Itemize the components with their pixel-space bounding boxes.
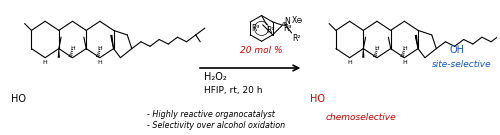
Text: - Selectivity over alcohol oxidation: - Selectivity over alcohol oxidation [148,122,286,130]
Text: 20 mol %: 20 mol % [240,46,283,55]
Text: chemoselective: chemoselective [326,113,396,122]
Text: R³: R³ [284,24,292,33]
Text: H: H [98,46,102,51]
Polygon shape [58,49,60,58]
Text: H: H [98,60,102,65]
Polygon shape [362,49,364,58]
Text: HO: HO [310,94,325,104]
Text: X⊖: X⊖ [292,16,303,26]
Text: H: H [70,46,75,51]
Text: H: H [43,60,48,65]
Text: OH: OH [449,45,464,55]
Text: HFIP, rt, 20 h: HFIP, rt, 20 h [204,86,262,95]
Text: H: H [402,60,407,65]
Text: HO: HO [10,94,26,104]
Text: H: H [348,60,352,65]
Text: ⊕: ⊕ [281,22,286,27]
Polygon shape [414,35,418,49]
Text: R²: R² [292,34,301,43]
Text: N: N [284,17,290,26]
Text: - Highly reactive organocatalyst: - Highly reactive organocatalyst [148,110,276,119]
Text: H: H [374,46,380,51]
Text: R³: R³ [252,24,260,33]
Text: H: H [402,46,407,51]
Text: R¹: R¹ [266,26,275,35]
Text: H₂O₂: H₂O₂ [204,72,227,82]
Text: site-selective: site-selective [432,60,492,69]
Polygon shape [110,35,114,49]
